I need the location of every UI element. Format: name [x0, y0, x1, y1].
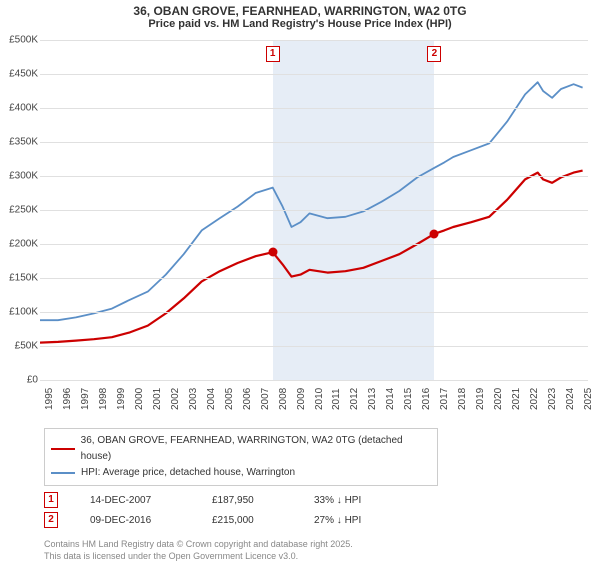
- xtick-label: 2006: [242, 388, 253, 410]
- gridline: [40, 380, 588, 381]
- xtick-label: 2022: [529, 388, 540, 410]
- sale-pct: 33% ↓ HPI: [314, 495, 394, 506]
- xtick-label: 1999: [116, 388, 127, 410]
- xtick-label: 2001: [152, 388, 163, 410]
- ytick-label: £350K: [2, 137, 38, 148]
- xtick-label: 2004: [206, 388, 217, 410]
- xtick-label: 2000: [134, 388, 145, 410]
- sale-pct: 27% ↓ HPI: [314, 515, 394, 526]
- sale-row: 1 14-DEC-2007 £187,950 33% ↓ HPI: [44, 490, 600, 510]
- footer-line2: This data is licensed under the Open Gov…: [44, 550, 600, 562]
- xtick-label: 2011: [331, 388, 342, 410]
- legend-swatch: [51, 448, 75, 450]
- sale-price: £215,000: [212, 515, 282, 526]
- xtick-label: 2002: [170, 388, 181, 410]
- xtick-label: 2024: [565, 388, 576, 410]
- xtick-label: 2010: [314, 388, 325, 410]
- xtick-label: 2018: [457, 388, 468, 410]
- xtick-label: 1995: [44, 388, 55, 410]
- title-line1: 36, OBAN GROVE, FEARNHEAD, WARRINGTON, W…: [0, 4, 600, 18]
- gridline: [40, 176, 588, 177]
- gridline: [40, 40, 588, 41]
- footer-attribution: Contains HM Land Registry data © Crown c…: [44, 538, 600, 562]
- xtick-label: 2014: [385, 388, 396, 410]
- ytick-label: £200K: [2, 239, 38, 250]
- xtick-label: 2015: [403, 388, 414, 410]
- xtick-label: 1997: [80, 388, 91, 410]
- series-line-hpi: [40, 82, 583, 320]
- ytick-label: £450K: [2, 69, 38, 80]
- xtick-label: 2012: [349, 388, 360, 410]
- sale-date: 09-DEC-2016: [90, 515, 180, 526]
- sale-marker-box: 1: [266, 46, 280, 62]
- plot-area: [40, 40, 588, 380]
- ytick-label: £150K: [2, 273, 38, 284]
- xtick-label: 2009: [296, 388, 307, 410]
- xtick-label: 2003: [188, 388, 199, 410]
- gridline: [40, 108, 588, 109]
- legend-label: HPI: Average price, detached house, Warr…: [81, 465, 295, 481]
- series-line-price_paid: [40, 171, 583, 343]
- ytick-label: £300K: [2, 171, 38, 182]
- xtick-label: 2008: [278, 388, 289, 410]
- sale-marker-box: 2: [427, 46, 441, 62]
- chart-title: 36, OBAN GROVE, FEARNHEAD, WARRINGTON, W…: [0, 0, 600, 32]
- gridline: [40, 346, 588, 347]
- xtick-label: 1998: [98, 388, 109, 410]
- sale-date: 14-DEC-2007: [90, 495, 180, 506]
- xtick-label: 2020: [493, 388, 504, 410]
- legend-row: HPI: Average price, detached house, Warr…: [51, 465, 431, 481]
- sale-marker-dot: [268, 248, 277, 257]
- ytick-label: £500K: [2, 35, 38, 46]
- xtick-label: 2019: [475, 388, 486, 410]
- legend-row: 36, OBAN GROVE, FEARNHEAD, WARRINGTON, W…: [51, 433, 431, 465]
- gridline: [40, 244, 588, 245]
- xtick-label: 2021: [511, 388, 522, 410]
- sale-row-marker: 1: [44, 492, 58, 508]
- xtick-label: 2007: [260, 388, 271, 410]
- xtick-label: 2005: [224, 388, 235, 410]
- ytick-label: £0: [2, 375, 38, 386]
- xtick-label: 2025: [583, 388, 594, 410]
- legend: 36, OBAN GROVE, FEARNHEAD, WARRINGTON, W…: [44, 428, 438, 486]
- xtick-label: 2023: [547, 388, 558, 410]
- ytick-label: £50K: [2, 341, 38, 352]
- gridline: [40, 278, 588, 279]
- gridline: [40, 142, 588, 143]
- xtick-label: 2013: [367, 388, 378, 410]
- sale-row: 2 09-DEC-2016 £215,000 27% ↓ HPI: [44, 510, 600, 530]
- sale-marker-dot: [430, 229, 439, 238]
- ytick-label: £400K: [2, 103, 38, 114]
- sale-price: £187,950: [212, 495, 282, 506]
- sales-table: 1 14-DEC-2007 £187,950 33% ↓ HPI 2 09-DEC-201…: [44, 490, 600, 530]
- xtick-label: 2017: [439, 388, 450, 410]
- legend-swatch: [51, 472, 75, 474]
- legend-label: 36, OBAN GROVE, FEARNHEAD, WARRINGTON, W…: [81, 433, 431, 465]
- gridline: [40, 74, 588, 75]
- footer-line1: Contains HM Land Registry data © Crown c…: [44, 538, 600, 550]
- ytick-label: £100K: [2, 307, 38, 318]
- gridline: [40, 210, 588, 211]
- chart-area: £0 £50K £100K £150K £200K £250K £300K £350K £400…: [0, 32, 600, 422]
- sale-row-marker: 2: [44, 512, 58, 528]
- gridline: [40, 312, 588, 313]
- xtick-label: 2016: [421, 388, 432, 410]
- xtick-label: 1996: [62, 388, 73, 410]
- title-line2: Price paid vs. HM Land Registry's House …: [0, 18, 600, 30]
- ytick-label: £250K: [2, 205, 38, 216]
